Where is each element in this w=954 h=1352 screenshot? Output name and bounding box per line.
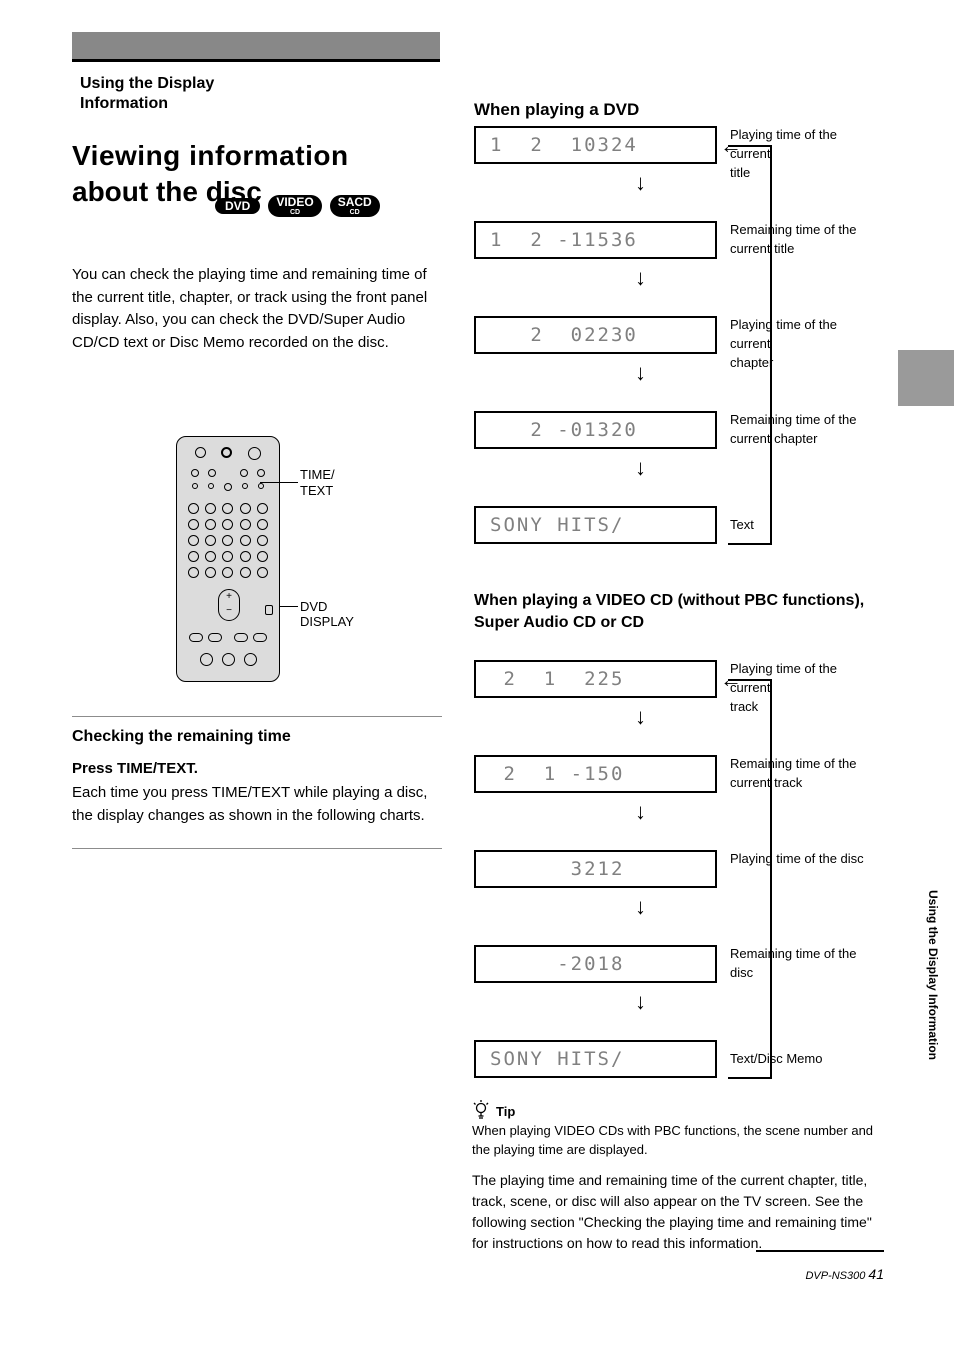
intro-paragraph: You can check the playing time and remai… (72, 264, 442, 354)
top-banner (72, 32, 440, 62)
vcd-display-5: SONY HITS/ (474, 1040, 717, 1078)
dvd-display-2: 1 2 -11536 (474, 221, 717, 259)
remote-label-time-text: TIME/ TEXT (300, 467, 335, 498)
sacd-sub: CD (338, 209, 372, 216)
press-body-text: Each time you press TIME/TEXT while play… (72, 782, 442, 827)
tip-label: Tip (496, 1103, 515, 1122)
vcd-display-2: 2 1 -150 (474, 755, 717, 793)
dvd-display-1: 1 2 10324 (474, 126, 717, 164)
remote-diagram: +− (176, 436, 280, 682)
footer-rule (756, 1250, 884, 1252)
remote-label-dvd-display: DVD DISPLAY (300, 599, 354, 629)
sacd-top: SACD (338, 195, 372, 209)
dvd-flow-title: When playing a DVD (474, 100, 639, 120)
vcd-display-3: 3212 (474, 850, 717, 888)
divider-1 (72, 716, 442, 717)
remote-callout-line-2 (280, 606, 298, 607)
section-category-line2: Information (80, 94, 168, 114)
page-title-line1: Viewing information (72, 138, 349, 173)
dvd-display-3: 2 02230 (474, 316, 717, 354)
down-arrow-icon: ↓ (635, 455, 646, 481)
sacd-badge: SACD CD (330, 195, 380, 217)
remote-callout-line-1 (260, 482, 298, 483)
videocd-badge: VIDEO CD (268, 195, 321, 217)
vcd-display-1: 2 1 225 (474, 660, 717, 698)
remote-body: +− (176, 436, 280, 682)
dvd-display-4: 2 -01320 (474, 411, 717, 449)
divider-2 (72, 848, 442, 849)
vcd-flow-title: When playing a VIDEO CD (without PBC fun… (474, 590, 884, 633)
down-arrow-icon: ↓ (635, 704, 646, 730)
press-time-text: Press TIME/TEXT. (72, 758, 442, 781)
videocd-sub: CD (276, 209, 313, 216)
vcd-display-4: -2018 (474, 945, 717, 983)
loop-arrow-head-icon: ← (720, 667, 742, 693)
dvd-loop-bracket (728, 145, 772, 545)
tip-body: When playing VIDEO CDs with PBC function… (472, 1122, 882, 1160)
down-arrow-icon: ↓ (635, 799, 646, 825)
loop-arrow-head-icon: ← (720, 133, 742, 159)
down-arrow-icon: ↓ (635, 894, 646, 920)
subhead-checking-remaining: Checking the remaining time (72, 728, 442, 746)
vcd-loop-bracket (728, 679, 772, 1079)
section-category-line1: Using the Display (80, 74, 214, 94)
side-thumb-tab (898, 350, 954, 406)
down-arrow-icon: ↓ (635, 170, 646, 196)
vertical-tab-label: Using the Display Information (926, 890, 940, 1060)
videocd-top: VIDEO (276, 195, 313, 209)
down-arrow-icon: ↓ (635, 360, 646, 386)
down-arrow-icon: ↓ (635, 265, 646, 291)
dvd-display-5: SONY HITS/ (474, 506, 717, 544)
dvd-badge: DVD (215, 198, 260, 215)
down-arrow-icon: ↓ (635, 989, 646, 1015)
page-number: DVP-NS300 41 (805, 1266, 884, 1282)
disc-type-badges: DVD VIDEO CD SACD CD (215, 195, 380, 217)
see-also-paragraph: The playing time and remaining time of t… (472, 1170, 882, 1254)
